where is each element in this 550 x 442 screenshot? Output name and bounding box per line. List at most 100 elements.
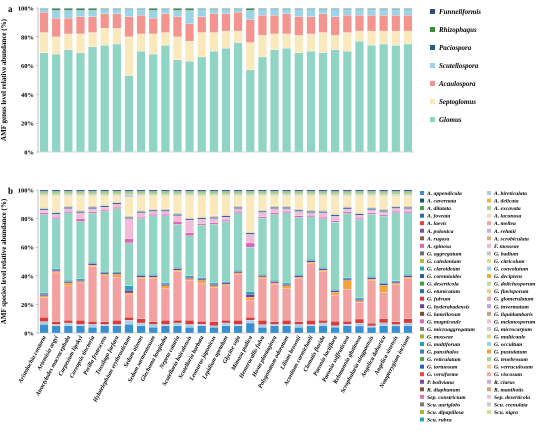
bar-segment xyxy=(246,70,254,152)
bar-segment xyxy=(100,211,108,271)
bar-segment xyxy=(185,191,193,194)
legend-label: G. dolichosporum xyxy=(494,282,536,288)
bar-segment xyxy=(282,14,290,34)
bar-segment xyxy=(222,323,230,326)
legend-swatch xyxy=(487,334,491,338)
legend-label: G. tortuosum xyxy=(427,365,458,371)
legend-label: G. hyderabadensis xyxy=(427,304,470,310)
bar-segment xyxy=(282,320,290,324)
bar-segment xyxy=(100,190,108,191)
bar-segment xyxy=(100,14,108,28)
bar-segment xyxy=(88,213,96,262)
legend-swatch xyxy=(420,267,424,271)
bar-segment xyxy=(295,209,303,210)
bar-segment xyxy=(76,9,84,11)
bar-segment xyxy=(222,14,230,31)
legend-swatch xyxy=(487,304,491,308)
bar-segment xyxy=(197,17,205,33)
bar-segment xyxy=(295,276,303,277)
bar-segment xyxy=(367,194,375,195)
bar-segment xyxy=(343,190,351,191)
bar-segment xyxy=(88,206,96,207)
bar-segment xyxy=(197,279,205,280)
legend-swatch xyxy=(487,214,491,218)
bar-segment xyxy=(343,279,351,280)
bar-segment xyxy=(210,286,218,287)
legend-swatch xyxy=(420,304,424,308)
y-tick-label: 80% xyxy=(21,34,34,41)
legend-genus: FunneliformisRhizophagusPaciosporaScutel… xyxy=(430,8,481,124)
y-tick-label: 100% xyxy=(18,6,34,13)
bar-segment xyxy=(161,216,169,283)
bar-segment xyxy=(343,324,351,325)
bar-segment xyxy=(295,274,303,275)
bar-segment xyxy=(161,194,169,195)
bar-segment xyxy=(331,326,339,327)
legend-swatch xyxy=(430,99,435,104)
legend-swatch xyxy=(420,327,424,331)
bar-segment xyxy=(40,191,48,194)
bar-segment xyxy=(149,274,157,275)
bar-segment xyxy=(331,327,339,333)
legend-label: Rhizophagus xyxy=(438,26,477,34)
bar-segment xyxy=(100,191,108,194)
bar-segment xyxy=(149,191,157,194)
bar-segment xyxy=(392,283,400,284)
bar-segment xyxy=(282,289,290,320)
legend-swatch xyxy=(487,289,491,293)
bar-segment xyxy=(319,9,327,13)
bar-segment xyxy=(379,31,387,44)
bar-segment xyxy=(100,326,108,333)
bar-segment xyxy=(125,317,133,320)
panel-label: b xyxy=(8,186,13,196)
bar-segment xyxy=(40,324,48,333)
bar-segment xyxy=(367,208,375,209)
bar-segment xyxy=(100,206,108,207)
bar-segment xyxy=(185,217,193,218)
legend-label: Scu. rubra xyxy=(427,418,452,424)
bar-segment xyxy=(331,213,339,214)
bar-segment xyxy=(307,194,315,195)
bar-segment xyxy=(282,48,290,152)
bar-segment xyxy=(270,191,278,194)
bar-segment xyxy=(343,212,351,213)
legend-label: A. laevis xyxy=(426,221,447,227)
bar-segment xyxy=(331,216,339,220)
bar-segment xyxy=(282,213,290,283)
bar-segment xyxy=(295,35,303,52)
bar-segment xyxy=(100,196,108,205)
bar-segment xyxy=(307,259,315,260)
bar-segment xyxy=(40,12,48,32)
bar-segment xyxy=(246,292,254,295)
bar-segment xyxy=(222,191,230,194)
bar-segment xyxy=(246,20,254,43)
bar-segment xyxy=(234,43,242,152)
bar-segment xyxy=(282,286,290,289)
bar-segment xyxy=(222,216,230,217)
legend-label: G. flavisporum xyxy=(494,289,529,295)
bar-segment xyxy=(404,9,412,15)
bar-segment xyxy=(64,286,72,320)
bar-segment xyxy=(52,190,60,191)
bar-segment xyxy=(392,281,400,282)
legend-label: G. glomerulatum xyxy=(494,297,534,303)
bar-segment xyxy=(392,211,400,212)
bar-segment xyxy=(234,273,242,274)
legend-label: G. lamellosum xyxy=(427,312,461,318)
legend-swatch xyxy=(487,297,491,301)
bar-segment xyxy=(331,191,339,194)
legend-swatch xyxy=(420,357,424,361)
bar-segment xyxy=(40,297,48,317)
bar-segment xyxy=(88,264,96,265)
bar-segment xyxy=(113,14,121,28)
bar-segment xyxy=(64,191,72,194)
bar-segment xyxy=(234,206,242,207)
bar-segment xyxy=(258,194,266,195)
bar-segment xyxy=(270,196,278,206)
bar-segment xyxy=(270,15,278,34)
bar-segment xyxy=(197,326,205,333)
bar-segment xyxy=(295,277,303,278)
bar-segment xyxy=(222,217,230,220)
bar-segment xyxy=(270,206,278,207)
bar-segment xyxy=(355,41,363,152)
